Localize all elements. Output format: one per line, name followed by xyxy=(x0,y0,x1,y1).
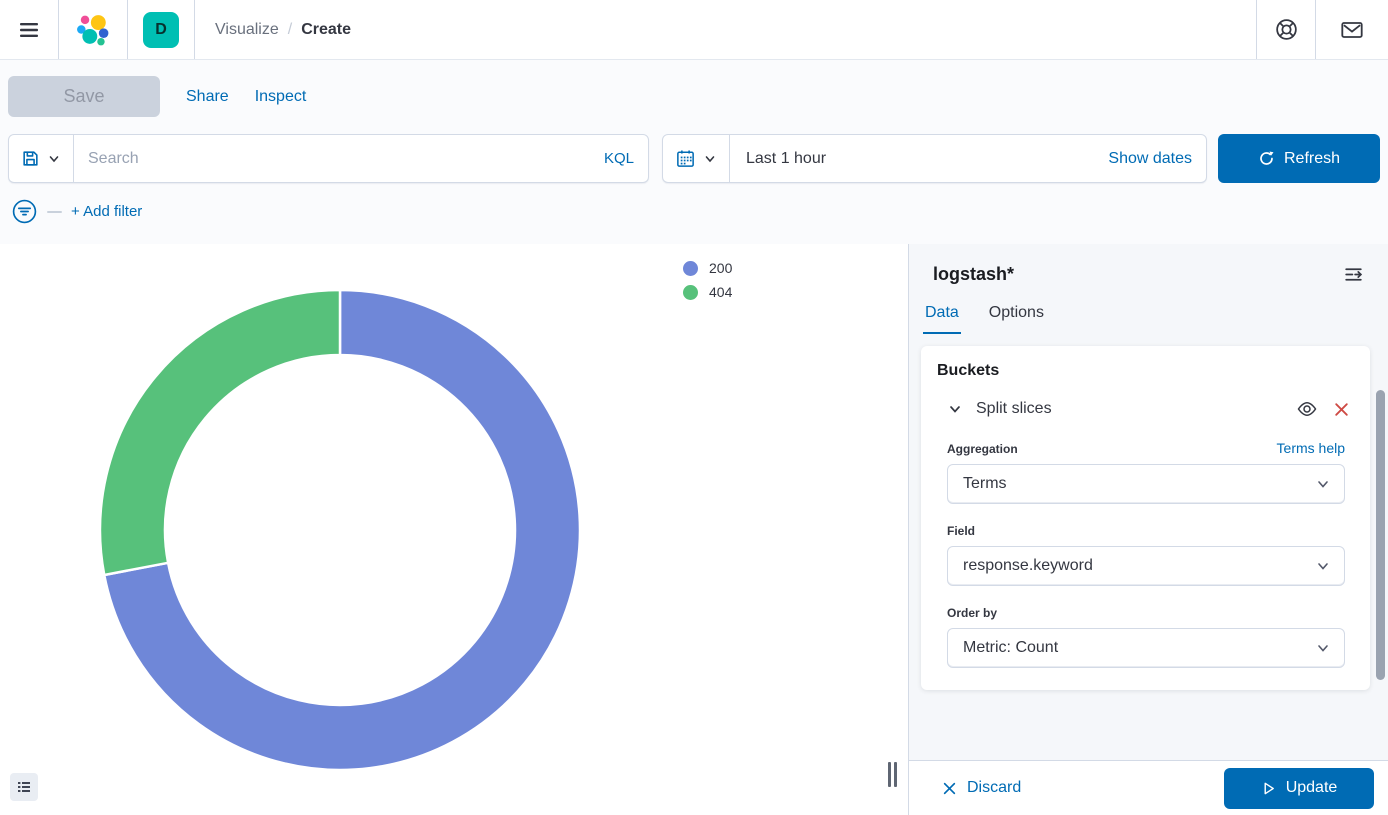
panel-resize-handle[interactable] xyxy=(888,762,900,787)
top-navigation: D Visualize / Create xyxy=(0,0,1388,60)
chevron-down-icon xyxy=(49,155,59,162)
toggle-visibility-eye-icon[interactable] xyxy=(1296,398,1318,420)
inspect-button[interactable]: Inspect xyxy=(254,87,307,105)
time-range-value[interactable]: Last 1 hour xyxy=(746,149,827,167)
date-quick-menu-button[interactable] xyxy=(663,135,730,182)
query-bar: KQL xyxy=(8,134,649,183)
chevron-down-icon xyxy=(705,155,715,162)
sidebar-content: Buckets Split slices xyxy=(909,334,1388,760)
field-label: Field xyxy=(947,524,976,538)
list-icon xyxy=(18,782,30,792)
refresh-icon xyxy=(1260,151,1274,165)
menu-hamburger-icon[interactable] xyxy=(0,0,58,59)
filter-icon[interactable] xyxy=(11,198,38,225)
elastic-logo-icon[interactable] xyxy=(59,0,127,59)
query-language-switcher[interactable]: KQL xyxy=(603,150,634,167)
chevron-down-icon xyxy=(950,406,960,413)
order-by-select[interactable]: Metric: Count xyxy=(947,628,1345,668)
scrollbar-thumb[interactable] xyxy=(1376,390,1385,680)
divider xyxy=(58,0,59,59)
discard-button[interactable]: Discard xyxy=(936,778,1027,798)
field-select[interactable]: response.keyword xyxy=(947,546,1345,586)
save-icon xyxy=(23,151,38,166)
chart-legend: 200 404 xyxy=(683,260,732,300)
refresh-button[interactable]: Refresh xyxy=(1218,134,1380,183)
tab-options[interactable]: Options xyxy=(988,304,1044,321)
aggregation-select[interactable]: Terms xyxy=(947,464,1345,504)
help-icon[interactable] xyxy=(1257,0,1315,59)
breadcrumb-visualize[interactable]: Visualize xyxy=(215,20,279,38)
terms-help-link[interactable]: Terms help xyxy=(1276,440,1345,456)
legend-swatch xyxy=(683,284,698,300)
bucket-accordion-header[interactable]: Split slices xyxy=(947,398,1354,420)
divider xyxy=(127,0,128,59)
filter-dash xyxy=(47,210,62,213)
toolbar: Save Share Inspect KQL xyxy=(0,60,1388,244)
order-by-label: Order by xyxy=(947,606,998,620)
breadcrumb-create: Create xyxy=(301,20,352,38)
saved-query-menu-button[interactable] xyxy=(9,135,74,182)
divider xyxy=(194,0,195,59)
space-avatar[interactable]: D xyxy=(143,11,179,48)
donut-chart xyxy=(98,288,582,772)
index-pattern-title: logstash* xyxy=(933,264,1015,284)
aggregation-field-block: Aggregation Terms help Terms xyxy=(947,440,1345,504)
legend-item[interactable]: 200 xyxy=(683,260,732,276)
show-dates-button[interactable]: Show dates xyxy=(1108,149,1192,167)
tab-data[interactable]: Data xyxy=(923,304,961,334)
divider xyxy=(1256,0,1257,59)
date-picker: Last 1 hour Show dates xyxy=(662,134,1207,183)
legend-item[interactable]: 404 xyxy=(683,284,732,300)
buckets-panel: Buckets Split slices xyxy=(921,346,1370,690)
breadcrumb-separator: / xyxy=(287,20,293,38)
close-icon xyxy=(943,782,956,794)
divider xyxy=(1315,0,1316,59)
chevron-down-icon xyxy=(1318,645,1328,652)
share-button[interactable]: Share xyxy=(186,87,229,105)
aggregation-label: Aggregation xyxy=(947,442,1018,456)
collapse-sidebar-icon[interactable] xyxy=(1341,262,1366,287)
sidebar-footer: Discard Update xyxy=(909,760,1388,815)
breadcrumb: Visualize / Create xyxy=(195,0,1256,59)
play-icon xyxy=(1264,782,1274,794)
main-content: 200 404 logstash* xyxy=(0,244,1388,815)
visualization-canvas: 200 404 xyxy=(0,244,908,815)
legend-toggle-button[interactable] xyxy=(10,773,38,801)
vis-editor-sidebar: logstash* Data Options Buckets Split sli… xyxy=(908,244,1388,815)
bucket-type-label[interactable]: Split slices xyxy=(976,400,1052,417)
remove-bucket-x-icon[interactable] xyxy=(1333,401,1350,418)
field-field-block: Field response.keyword xyxy=(947,524,1345,586)
buckets-heading: Buckets xyxy=(937,362,1000,379)
chevron-down-icon xyxy=(1318,563,1328,570)
save-button[interactable]: Save xyxy=(8,76,160,117)
legend-swatch xyxy=(683,260,698,276)
pie-slice-404[interactable] xyxy=(98,288,342,577)
calendar-icon xyxy=(677,150,694,167)
newsfeed-mail-icon[interactable] xyxy=(1316,0,1388,59)
add-filter-button[interactable]: + Add filter xyxy=(71,203,143,220)
sidebar-tabs: Data Options xyxy=(909,304,1388,334)
update-button[interactable]: Update xyxy=(1224,767,1374,809)
search-input[interactable] xyxy=(74,149,604,168)
order-by-field-block: Order by Metric: Count xyxy=(947,606,1345,668)
pie-slice-200[interactable] xyxy=(103,288,582,772)
chevron-down-icon xyxy=(1318,481,1328,488)
